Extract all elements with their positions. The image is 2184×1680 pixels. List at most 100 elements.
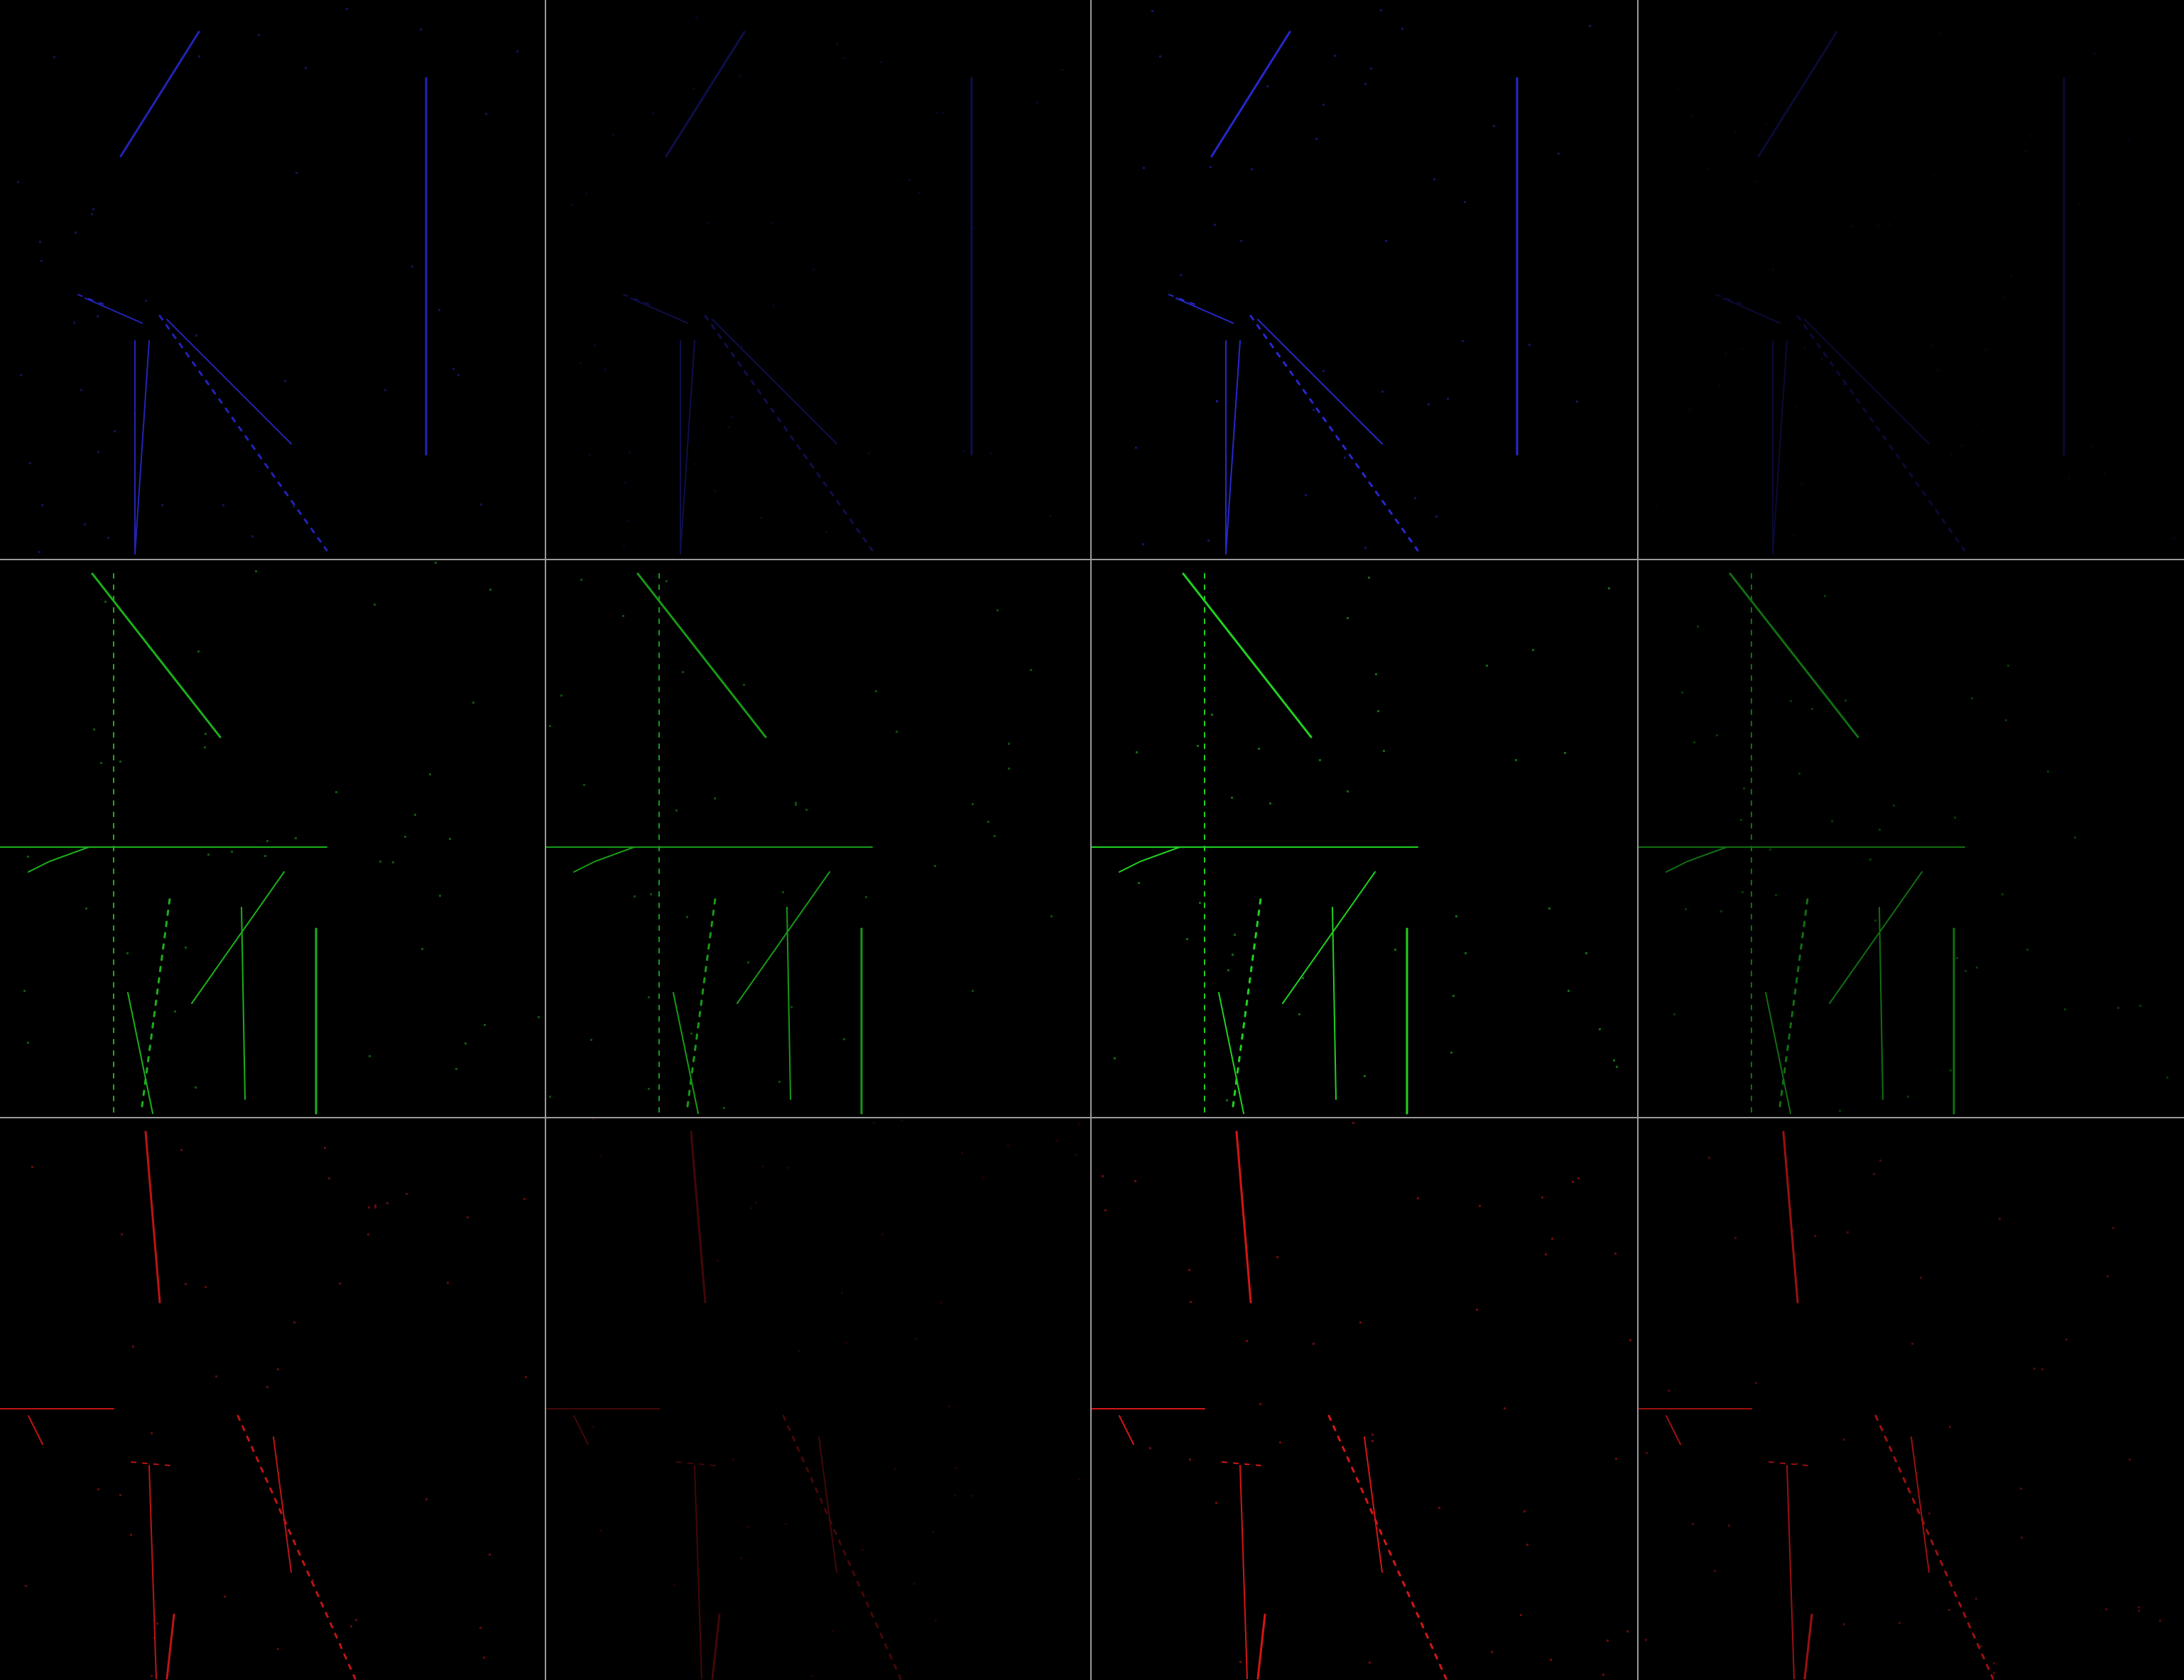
hit-dot <box>1464 201 1466 203</box>
hit-dot <box>224 1596 226 1598</box>
particle-track <box>1119 846 1180 873</box>
hit-dot <box>1999 1218 2001 1220</box>
hit-dot <box>1798 773 1800 775</box>
particle-track <box>573 1415 589 1445</box>
panel-blue-3 <box>1135 9 1591 555</box>
hit-dot <box>414 814 416 816</box>
hit-dot <box>85 907 87 910</box>
particle-track <box>241 907 246 1100</box>
particle-track <box>1829 871 1923 1004</box>
hit-dot <box>1831 820 1833 822</box>
hit-dot <box>1370 67 1372 70</box>
hit-dot <box>523 1198 526 1200</box>
hit-dot <box>954 1495 956 1497</box>
hit-dot <box>538 1016 540 1018</box>
hit-dot <box>1673 1013 1675 1015</box>
hit-dot <box>1520 1614 1522 1616</box>
hit-dot <box>2129 1458 2131 1461</box>
panel-green-3 <box>1091 572 1618 1115</box>
hit-dot <box>935 1620 937 1622</box>
hit-dot <box>1920 1277 1922 1279</box>
hit-dot <box>1199 902 1201 904</box>
hit-dot <box>1276 1256 1278 1258</box>
hit-dot <box>293 506 295 508</box>
hit-dot <box>1724 353 1727 355</box>
hit-dot <box>429 773 431 775</box>
hit-dot <box>717 1260 719 1262</box>
panel-red-2 <box>545 1118 1080 1680</box>
hit-dot <box>805 809 808 811</box>
hit-dot <box>1180 274 1182 276</box>
hit-dot <box>1298 1013 1300 1015</box>
particle-track <box>158 315 328 552</box>
hit-dot <box>755 1201 757 1204</box>
particle-track <box>665 31 746 158</box>
hit-dot <box>1965 970 1967 972</box>
hit-dot <box>1949 1426 1951 1428</box>
particle-track <box>148 1465 157 1679</box>
hit-dot <box>1772 268 1774 271</box>
panel-green-1 <box>0 562 540 1115</box>
hit-dot <box>421 948 423 950</box>
hit-dot <box>1743 787 1745 790</box>
hit-dot <box>1869 858 1871 861</box>
particle-track <box>786 907 791 1100</box>
hit-dot <box>457 374 460 376</box>
hit-dot <box>987 821 989 823</box>
hit-dot <box>130 1534 132 1536</box>
hit-dot <box>305 67 307 69</box>
hit-dot <box>27 1042 29 1044</box>
particle-track <box>85 298 143 324</box>
hit-dot <box>1381 391 1384 393</box>
hit-dot <box>53 56 55 58</box>
hit-dot <box>624 481 626 484</box>
hit-dot <box>467 1216 469 1218</box>
particle-track <box>1168 294 1198 306</box>
hit-dot <box>549 1096 551 1098</box>
hit-dot <box>1462 340 1464 342</box>
hit-dot <box>368 1206 370 1209</box>
hit-dot <box>648 996 650 998</box>
hit-dot <box>1585 952 1587 954</box>
hit-dot <box>31 1166 33 1168</box>
hit-dot <box>1319 759 1321 761</box>
hit-dot <box>222 504 224 506</box>
particle-track <box>28 1415 43 1445</box>
hit-dot <box>1720 910 1722 912</box>
hit-dot <box>714 490 716 492</box>
hit-dot <box>599 1155 602 1157</box>
hit-dot <box>2020 1488 2022 1490</box>
hit-dot <box>134 413 136 415</box>
hit-dot <box>447 1282 449 1284</box>
hit-dot <box>1190 1301 1192 1303</box>
hit-dot <box>1791 1230 1793 1232</box>
hit-dot <box>1843 1623 1845 1625</box>
hit-dot <box>1814 1235 1816 1237</box>
hit-dot <box>439 895 441 897</box>
hit-dot <box>1568 990 1570 992</box>
hit-dot <box>1302 977 1304 979</box>
hit-dot <box>868 452 870 454</box>
hit-dot <box>1532 649 1534 651</box>
particle-track <box>1239 1465 1248 1679</box>
hit-dot <box>1681 692 1683 694</box>
hit-dot <box>1824 595 1826 597</box>
hit-dot <box>411 266 413 268</box>
hit-dot <box>483 1657 485 1659</box>
hit-dot <box>1602 1674 1604 1676</box>
hit-dot <box>2112 1227 2114 1229</box>
hit-dot <box>1433 178 1435 180</box>
hit-dot <box>894 1468 896 1470</box>
hit-dot <box>266 840 268 842</box>
hit-dot <box>198 55 200 58</box>
panel-red-4 <box>1638 1130 2161 1680</box>
hit-dot <box>485 113 487 115</box>
hit-dot <box>787 1167 789 1169</box>
particle-track <box>1757 31 1838 158</box>
hit-dot <box>1259 1403 1261 1405</box>
hit-dot <box>1528 344 1531 346</box>
hit-dot <box>1216 400 1218 403</box>
hit-dot <box>174 1010 176 1013</box>
hit-dot <box>17 181 19 183</box>
